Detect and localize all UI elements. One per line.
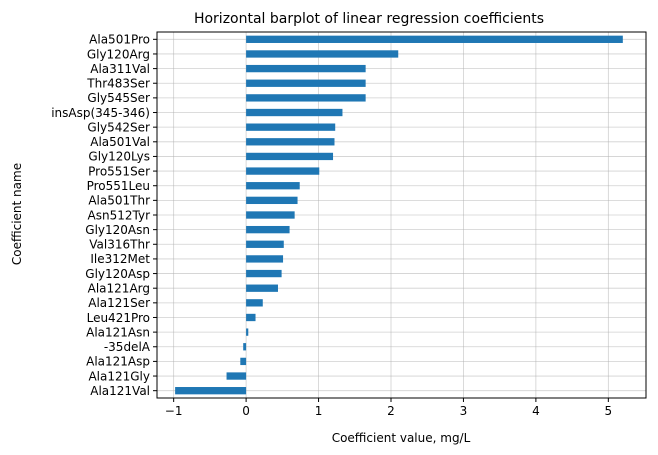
bar-gly545ser xyxy=(246,94,366,102)
bar-thr483ser xyxy=(246,79,366,87)
y-tick-label: Ala121Asp xyxy=(86,355,150,369)
bar-pro551leu xyxy=(246,182,300,190)
bar-ala501pro xyxy=(246,35,623,43)
y-tick-label: Leu421Pro xyxy=(87,311,150,325)
bar-pro551ser xyxy=(246,167,320,175)
bar-gly120arg xyxy=(246,50,399,58)
y-tick-label: insAsp(345-346) xyxy=(51,106,150,120)
chart-title: Horizontal barplot of linear regression … xyxy=(194,11,544,27)
bar-val316thr xyxy=(246,240,284,248)
y-tick-label: Ala501Val xyxy=(90,135,150,149)
y-tick-label: Gly120Arg xyxy=(87,47,150,61)
x-tick-label: 0 xyxy=(242,404,250,418)
y-tick-label: Gly542Ser xyxy=(87,120,150,134)
bar-ala121arg xyxy=(246,284,278,292)
y-tick-label: Asn512Tyr xyxy=(88,208,151,222)
y-tick-label: Gly120Asp xyxy=(85,267,150,281)
bar-ala311val xyxy=(246,64,366,73)
bars xyxy=(175,35,623,395)
bar-ala121val xyxy=(175,387,247,395)
y-tick-label: Thr483Ser xyxy=(86,77,150,91)
y-tick-label: Ala121Gly xyxy=(88,369,150,383)
y-tick-label: Ala121Asn xyxy=(86,325,150,339)
x-axis-label: Coefficient value, mg/L xyxy=(332,431,471,445)
bar-gly120asn xyxy=(246,225,290,234)
bar-ala501thr xyxy=(246,196,298,205)
x-tick-label: 5 xyxy=(605,404,613,418)
bar-gly542ser xyxy=(246,123,336,131)
y-tick-label: Gly120Lys xyxy=(88,150,150,164)
y-tick-label: Ala121Arg xyxy=(88,282,150,296)
bar-insasp-345-346 xyxy=(246,108,343,117)
bar-leu421pro xyxy=(246,313,256,322)
y-tick-label: Gly545Ser xyxy=(87,91,150,105)
plot-frame xyxy=(156,31,647,399)
y-tick-label: Ala501Thr xyxy=(88,194,150,208)
bar-ala121asn xyxy=(246,328,249,336)
bar-35dela xyxy=(243,343,247,351)
y-tick-label: Ala121Val xyxy=(90,384,150,398)
ticks: −1 0 1 2 3 4 5 Ala501ProGly120ArgAla311ValThr48… xyxy=(51,33,612,418)
grid xyxy=(157,32,646,398)
x-tick-label: 3 xyxy=(460,404,468,418)
y-tick-label: Ala501Pro xyxy=(89,33,150,47)
x-tick-label: 2 xyxy=(387,404,395,418)
x-tick-label: −1 xyxy=(165,404,183,418)
bar-ala121ser xyxy=(246,299,263,307)
y-tick-label: Gly120Asn xyxy=(85,223,150,237)
bar-ile312met xyxy=(246,255,284,263)
bar-ala121gly xyxy=(226,372,247,380)
bar-ala121asp xyxy=(240,357,247,366)
bar-asn512tyr xyxy=(246,211,295,219)
y-axis-label: Coefficient name xyxy=(10,163,24,265)
bar-ala501val xyxy=(246,138,335,146)
bar-gly120asp xyxy=(246,269,282,278)
y-tick-label: -35delA xyxy=(104,340,151,354)
y-tick-label: Val316Thr xyxy=(89,238,150,252)
y-tick-label: Ala121Ser xyxy=(88,296,150,310)
y-tick-label: Ile312Met xyxy=(90,252,150,266)
bar-gly120lys xyxy=(246,152,334,161)
x-tick-label: 1 xyxy=(315,404,323,418)
y-tick-label: Pro551Ser xyxy=(88,164,150,178)
x-tick-label: 4 xyxy=(532,404,540,418)
y-tick-label: Ala311Val xyxy=(90,62,150,76)
y-tick-label: Pro551Leu xyxy=(87,179,150,193)
